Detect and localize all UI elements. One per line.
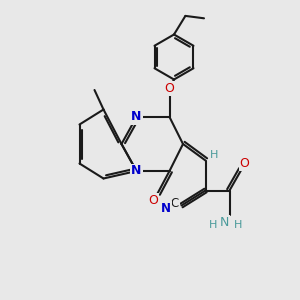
Text: H: H: [234, 220, 242, 230]
Text: O: O: [240, 157, 249, 170]
Text: H: H: [209, 220, 217, 230]
Text: O: O: [148, 194, 158, 207]
Text: N: N: [219, 216, 229, 230]
Text: H: H: [210, 150, 218, 160]
Text: N: N: [131, 164, 142, 178]
Text: N: N: [131, 110, 142, 124]
Text: C: C: [171, 196, 179, 210]
Text: O: O: [165, 82, 174, 95]
Text: N: N: [161, 202, 171, 215]
